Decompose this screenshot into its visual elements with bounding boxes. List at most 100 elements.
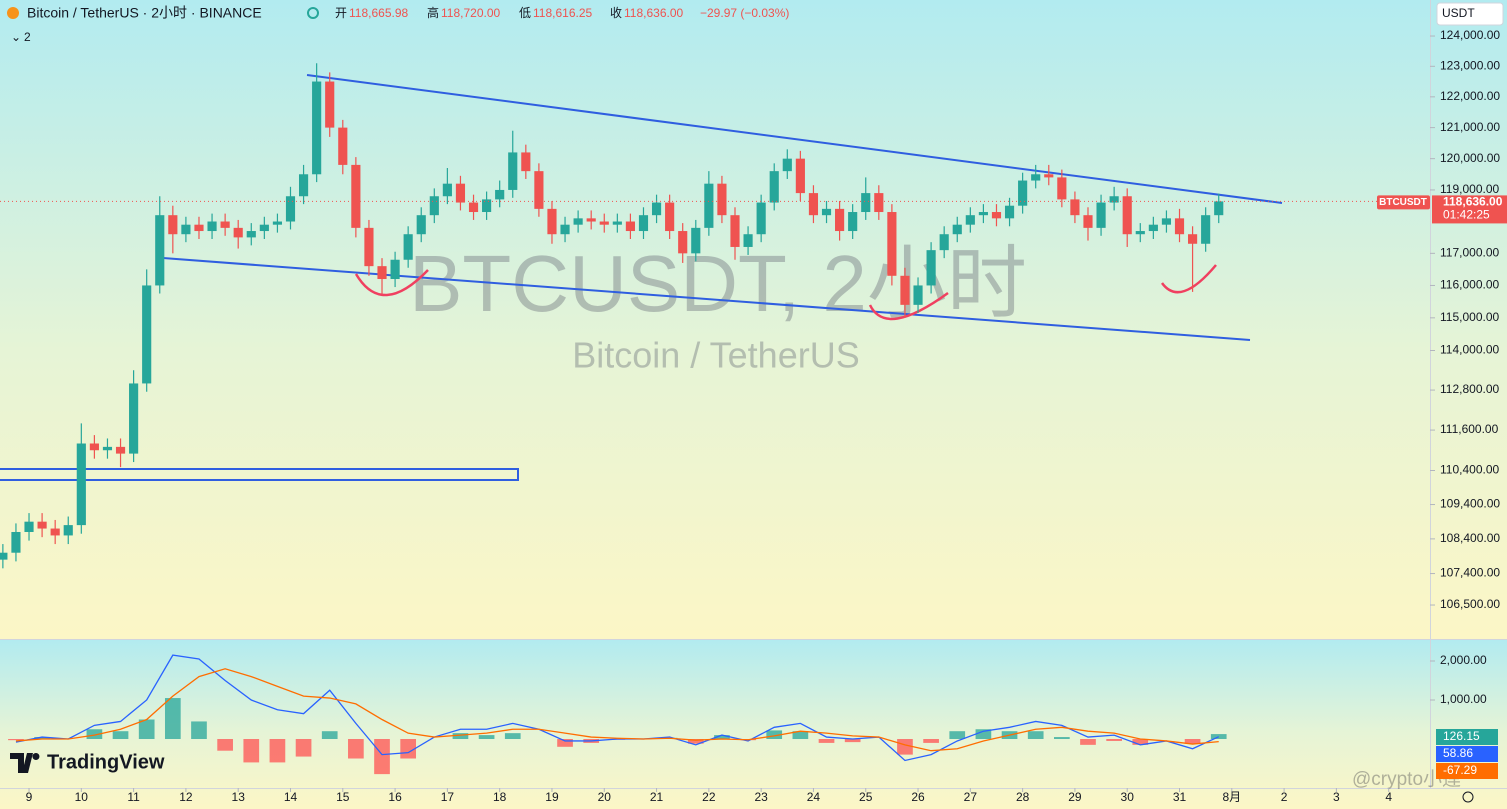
histogram-bar [1106,739,1122,741]
candle-body [1096,202,1106,228]
candle-body [364,227,374,267]
countdown: 01:42:25 [1443,208,1490,222]
symbol-tag-bg [1377,195,1430,210]
histogram-bar [1132,739,1149,745]
candle-body [129,383,139,454]
x-tick-label: 9 [26,790,33,804]
candle-body [651,202,662,216]
candle-body [102,446,113,451]
value-tag-bg [1436,763,1498,779]
candle-body [220,221,230,228]
arc-mark[interactable] [354,269,429,297]
candle-body [913,285,923,305]
y-tick-label: 122,000.00 [1440,89,1500,103]
candle-body [678,231,688,254]
candle-body [233,227,243,238]
y-tick-label: 116,000.00 [1440,278,1499,292]
arc-mark[interactable] [868,291,949,321]
candle-body [900,275,910,305]
y-tick-label: 112,800.00 [1440,382,1499,396]
candle-body [795,158,805,194]
histogram-bar [923,739,939,743]
candle-body [181,224,191,235]
candle-body [1109,196,1119,203]
macd-pane [0,640,1507,809]
candle-body [76,443,86,526]
arc-mark[interactable] [1160,264,1217,294]
candle-body [808,193,819,216]
histogram-bar [191,721,207,740]
histogram-bar [504,733,521,740]
candle-body [338,127,348,165]
x-tick-label: 17 [441,790,455,804]
x-tick-label: 8月 [1222,790,1241,804]
y-tick-label: 120,000.00 [1440,151,1500,165]
zone-box[interactable] [0,468,519,481]
y-tick-label: 2,000.00 [1440,653,1487,667]
candle-body [743,234,753,247]
macd-line [15,654,1220,762]
x-tick-label: 20 [598,790,612,804]
value-tag-bg [1436,729,1498,745]
candle-body [665,202,675,232]
x-tick-label: 29 [1068,790,1082,804]
candle-body [691,227,701,254]
trendline[interactable] [306,74,1283,204]
histogram-bar [949,731,966,740]
candle-body [142,285,152,384]
user-drawings [0,74,1283,481]
histogram-bar [321,731,338,740]
indicator-toggle[interactable]: ⌄ [11,30,21,44]
histogram-bar [1210,734,1227,740]
candle-body [1018,180,1028,206]
trendline[interactable] [162,257,1251,341]
histogram-bar [478,735,495,740]
candle-body [835,208,845,232]
x-tick-label: 10 [75,790,89,804]
candle-body [508,152,518,190]
histogram-bar [1027,731,1044,740]
histogram-bar [400,739,417,759]
candle-body [560,224,570,235]
y-tick-label: 124,000.00 [1440,28,1500,42]
candle-body [586,218,596,222]
symbol-icon [7,7,19,19]
candle-body [259,224,269,232]
histogram-bar [975,729,992,740]
candle-body [11,531,21,553]
candle-body [50,528,60,536]
candle-body [442,183,452,197]
settings-icon[interactable] [1462,791,1474,803]
currency-button[interactable] [1436,2,1504,26]
candle-body [1031,174,1041,181]
histogram-bar [1184,739,1201,744]
candle-body [429,196,439,216]
candle-body [547,208,557,235]
histogram-bar [112,731,129,740]
candle-body [194,224,204,232]
price-change: −29.97 (−0.03%) [700,6,789,20]
y-tick-label: 123,000.00 [1440,58,1500,72]
candle-body [89,443,99,451]
symbol-title[interactable]: Bitcoin / TetherUS · 2小时 · BINANCE [27,5,262,21]
y-tick-label: 115,000.00 [1440,310,1499,324]
x-tick-label: 28 [1016,790,1030,804]
currency-label[interactable]: USDT [1442,6,1475,20]
candle-body [1057,177,1067,200]
candle-body [1004,205,1015,219]
histogram-bar [164,698,181,740]
candle-body [285,196,296,222]
candle-body [416,215,426,235]
candle-body [534,171,544,209]
x-tick-label: 26 [911,790,925,804]
x-tick-label: 14 [284,790,298,804]
candle-body [1083,215,1093,228]
candle-body [717,183,727,216]
candle-body [1122,196,1132,235]
x-tick-label: 25 [859,790,873,804]
value-tag: 58.86 [1443,746,1473,760]
indicator-count[interactable]: 2 [24,30,31,44]
value-tag: 126.15 [1443,729,1480,743]
value-tag: -67.29 [1443,763,1477,777]
